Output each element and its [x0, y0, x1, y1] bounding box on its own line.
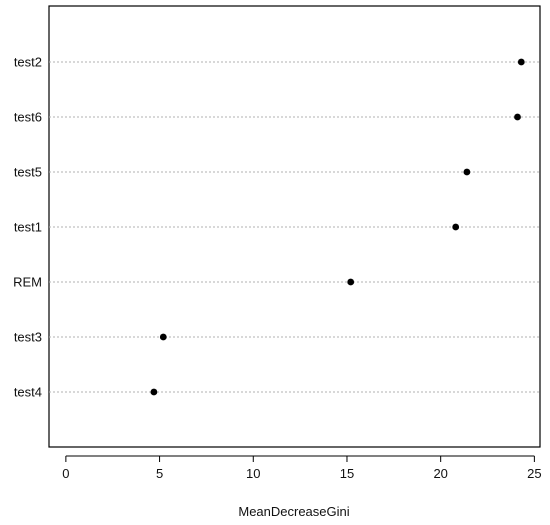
category-label-rem: REM: [13, 275, 42, 290]
data-point-test3: [159, 333, 167, 341]
category-label-test1: test1: [14, 220, 42, 235]
category-labels: test2 test6 test5 test1 REM test3 test4: [13, 55, 42, 400]
x-tick-label-20: 20: [433, 466, 447, 481]
category-guides: [49, 61, 540, 393]
category-label-test6: test6: [14, 110, 42, 125]
x-tick-label-10: 10: [246, 466, 260, 481]
x-axis: 0 5 10 15 20 25: [62, 455, 542, 481]
x-axis-title: MeanDecreaseGini: [238, 504, 349, 519]
category-label-test4: test4: [14, 385, 42, 400]
data-point-test4: [150, 388, 158, 396]
category-label-test3: test3: [14, 330, 42, 345]
data-point-test5: [463, 168, 471, 176]
data-points: [150, 58, 525, 396]
data-point-rem: [347, 278, 355, 286]
data-point-test1: [452, 223, 460, 231]
data-point-test6: [514, 113, 521, 121]
category-label-test5: test5: [14, 165, 42, 180]
category-label-test2: test2: [14, 55, 42, 70]
x-tick-label-15: 15: [340, 466, 354, 481]
data-point-test2: [517, 58, 525, 66]
x-tick-label-0: 0: [62, 466, 69, 481]
x-tick-label-25: 25: [527, 466, 541, 481]
x-tick-label-5: 5: [156, 466, 163, 481]
